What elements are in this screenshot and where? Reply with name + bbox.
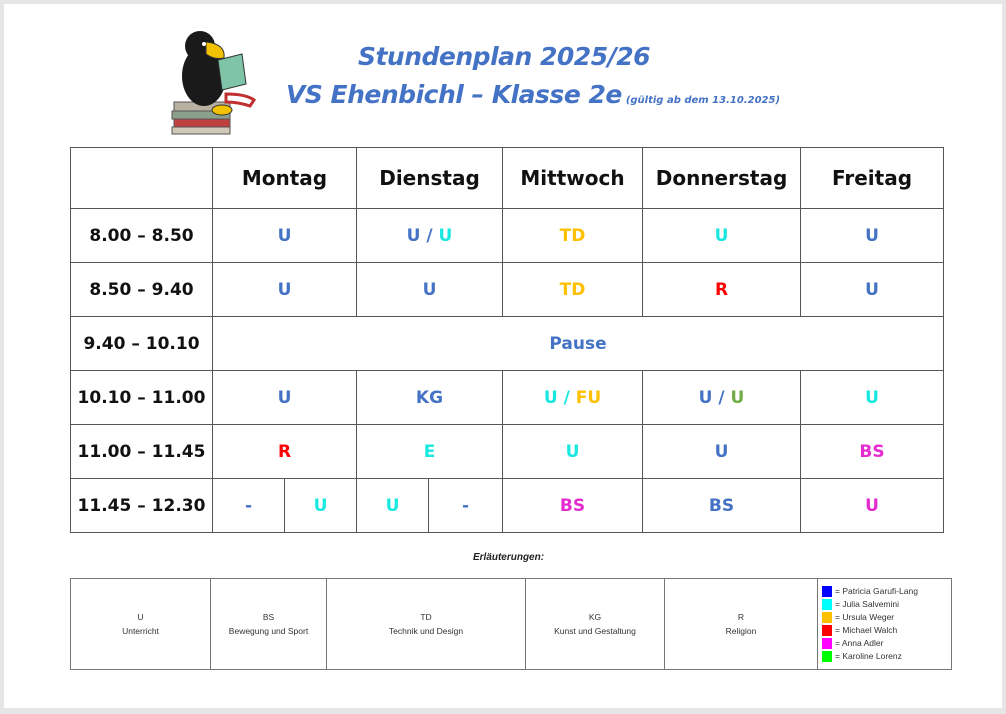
validity-note: (gültig ab dem 13.10.2025) (625, 95, 781, 106)
table-row: 8.00 – 8.50 U U / U TD U U (70, 208, 944, 263)
table-row: 10.10 – 11.00 U KG U / FU U / U U (70, 370, 944, 425)
lesson-cell: TD (502, 208, 643, 263)
page-title: Stundenplan 2025/26 (357, 42, 651, 71)
lesson-cell: U (212, 262, 357, 317)
color-swatch-icon (822, 612, 832, 623)
lesson-cell: U (800, 370, 944, 425)
legend-table: U Unterricht BS Bewegung und Sport TD Techn… (70, 578, 952, 670)
time-slot: 8.50 – 9.40 (70, 262, 213, 317)
lesson-cell: U (212, 208, 357, 263)
color-swatch-icon (822, 586, 832, 597)
table-row: 9.40 – 10.10 Pause (70, 316, 944, 371)
lesson-cell: BS (502, 478, 643, 533)
day-header-friday: Freitag (800, 147, 944, 209)
raven-mascot-icon (171, 31, 257, 135)
teacher-entry: = Michael Walch (822, 624, 951, 637)
color-swatch-icon (822, 638, 832, 649)
document-page: Stundenplan 2025/26 VS Ehenbichl – Klass… (4, 4, 1002, 708)
page-subtitle: VS Ehenbichl – Klasse 2e (gültig ab dem 1… (286, 80, 780, 109)
lesson-cell: - (212, 478, 285, 533)
lesson-cell: U (356, 478, 429, 533)
lesson-cell: U (212, 370, 357, 425)
lesson-cell: U (800, 208, 944, 263)
corner-cell (70, 147, 213, 209)
teacher-entry: = Patricia Garufi-Lang (822, 585, 951, 598)
teacher-entry: = Ursula Weger (822, 611, 951, 624)
teacher-color-key: = Patricia Garufi-Lang = Julia Salvemini… (817, 578, 952, 670)
teacher-entry: = Anna Adler (822, 637, 951, 650)
lesson-cell: U (356, 262, 503, 317)
lesson-cell: U / FU (502, 370, 643, 425)
legend-subject: KG Kunst und Gestaltung (525, 578, 665, 670)
day-header-wednesday: Mittwoch (502, 147, 643, 209)
timetable: Montag Dienstag Mittwoch Donnerstag Frei… (70, 147, 944, 533)
lesson-cell: R (212, 424, 357, 479)
lesson-cell: BS (642, 478, 801, 533)
color-swatch-icon (822, 651, 832, 662)
color-swatch-icon (822, 625, 832, 636)
time-slot: 11.45 – 12.30 (70, 478, 213, 533)
lesson-cell: R (642, 262, 801, 317)
teacher-entry: = Karoline Lorenz (822, 650, 951, 663)
lesson-cell: BS (800, 424, 944, 479)
lesson-cell: U (800, 478, 944, 533)
header-row: Montag Dienstag Mittwoch Donnerstag Frei… (70, 147, 944, 209)
legend-subject: TD Technik und Design (326, 578, 526, 670)
lesson-cell: E (356, 424, 503, 479)
lesson-cell: U / U (356, 208, 503, 263)
lesson-cell: U (642, 208, 801, 263)
legend-subject: R Religion (664, 578, 818, 670)
lesson-cell: U (800, 262, 944, 317)
table-row: 8.50 – 9.40 U U TD R U (70, 262, 944, 317)
legend-subject: U Unterricht (70, 578, 211, 670)
legend-heading: Erläuterungen: (472, 552, 545, 563)
lesson-cell: - (428, 478, 503, 533)
legend-subject: BS Bewegung und Sport (210, 578, 327, 670)
lesson-cell: KG (356, 370, 503, 425)
break-cell: Pause (212, 316, 944, 371)
teacher-entry: = Julia Salvemini (822, 598, 951, 611)
time-slot: 11.00 – 11.45 (70, 424, 213, 479)
time-slot: 9.40 – 10.10 (70, 316, 213, 371)
day-header-thursday: Donnerstag (642, 147, 801, 209)
table-row: 11.00 – 11.45 R E U U BS (70, 424, 944, 479)
time-slot: 10.10 – 11.00 (70, 370, 213, 425)
day-header-monday: Montag (212, 147, 357, 209)
lesson-cell: U (284, 478, 357, 533)
time-slot: 8.00 – 8.50 (70, 208, 213, 263)
table-row: 11.45 – 12.30 - U U - BS BS U (70, 478, 944, 533)
day-header-tuesday: Dienstag (356, 147, 503, 209)
school-class: VS Ehenbichl – Klasse 2e (286, 80, 622, 109)
lesson-cell: U / U (642, 370, 801, 425)
lesson-cell: U (502, 424, 643, 479)
color-swatch-icon (822, 599, 832, 610)
lesson-cell: U (642, 424, 801, 479)
lesson-cell: TD (502, 262, 643, 317)
